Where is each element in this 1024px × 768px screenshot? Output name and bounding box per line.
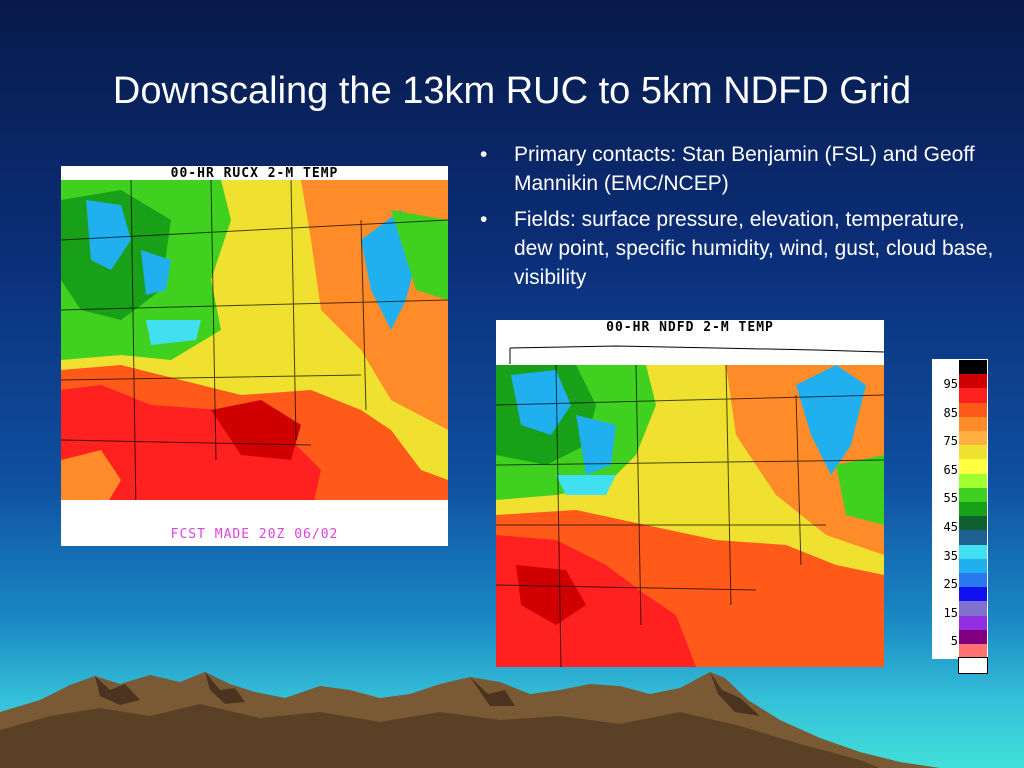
map-header: 00-HR RUCX 2-M TEMP <box>170 166 339 181</box>
bullet-marker: • <box>480 143 488 166</box>
legend-label: 25 <box>943 577 958 592</box>
legend-swatch <box>959 573 987 588</box>
legend-label: 35 <box>943 548 958 563</box>
legend-swatch <box>959 644 987 659</box>
bullet-item: • Fields: surface pressure, elevation, te… <box>478 205 998 292</box>
legend-swatch <box>959 530 987 546</box>
legend-label: 95 <box>943 377 958 391</box>
bullet-marker: • <box>480 208 488 231</box>
legend-label: 65 <box>943 462 958 477</box>
legend-label: 55 <box>943 491 958 506</box>
legend-swatch <box>959 402 987 418</box>
legend-swatch <box>958 657 988 675</box>
legend-swatch <box>959 558 987 574</box>
ndfd-map-border-outline <box>509 345 884 364</box>
ruc-temperature-map: 00-HR RUCX 2-M TEMP FCST MADE 20Z 06/02 <box>61 166 448 546</box>
legend-swatch <box>959 516 987 532</box>
ndfd-map-image <box>496 365 884 667</box>
legend-swatch <box>959 487 987 503</box>
bullet-text: Primary contacts: Stan Benjamin (FSL) an… <box>514 143 975 195</box>
legend-label: 85 <box>943 405 958 420</box>
legend-swatch <box>959 601 987 617</box>
legend-swatch <box>959 374 987 390</box>
bullet-item: • Primary contacts: Stan Benjamin (FSL) a… <box>478 140 998 198</box>
legend-swatch <box>959 473 987 489</box>
legend-label: 45 <box>943 520 958 534</box>
legend-swatch <box>959 445 987 461</box>
bullet-list: • Primary contacts: Stan Benjamin (FSL) a… <box>478 140 998 299</box>
legend-swatch <box>959 587 987 603</box>
legend-swatch <box>959 502 987 517</box>
map-header: 00-HR NDFD 2-M TEMP <box>606 320 774 335</box>
legend-swatch <box>959 360 987 375</box>
legend-swatch <box>959 459 987 475</box>
legend-swatch <box>959 615 987 631</box>
legend-label: 15 <box>943 605 958 620</box>
legend-label: 5 <box>950 634 958 649</box>
legend-swatch <box>959 431 987 446</box>
ndfd-temperature-map: 00-HR NDFD 2-M TEMP <box>496 320 884 667</box>
legend-swatch <box>959 629 987 645</box>
legend-swatch <box>959 416 987 432</box>
legend-swatch <box>959 544 987 560</box>
temperature-color-legend: 95 85 75 65 55 45 35 25 15 5 <box>932 359 988 675</box>
map-footer: FCST MADE 20Z 06/02 <box>170 527 339 542</box>
legend-label: 75 <box>943 434 958 449</box>
ruc-map-image <box>61 180 448 514</box>
slide-title: Downscaling the 13km RUC to 5km NDFD Gri… <box>112 70 912 112</box>
legend-swatch <box>959 388 987 404</box>
bullet-text: Fields: surface pressure, elevation, tem… <box>514 208 994 289</box>
